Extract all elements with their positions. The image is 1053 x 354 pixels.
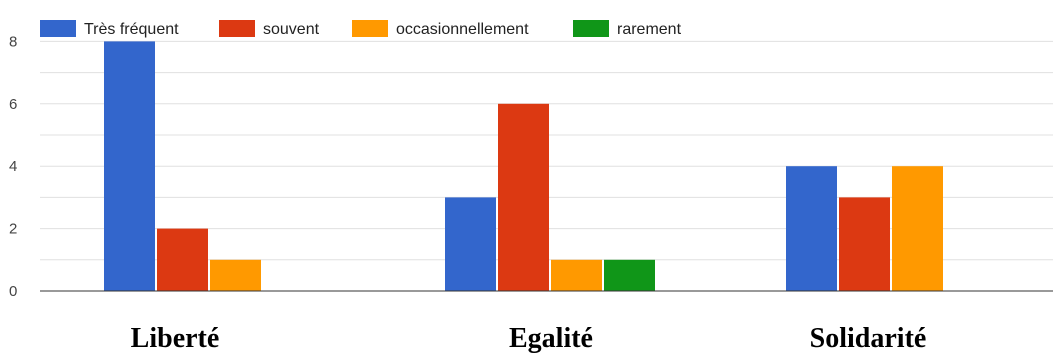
legend-swatch — [352, 20, 388, 37]
bar-liberte-series-2 — [210, 259, 261, 291]
bar-egalite-series-1 — [498, 103, 549, 291]
y-axis-tick-labels: 0 2 4 6 8 — [9, 33, 17, 300]
bar-egalite-series-3 — [604, 259, 655, 291]
legend-item: occasionnellement — [352, 20, 529, 38]
y-tick-label: 4 — [9, 158, 17, 175]
legend-swatch — [219, 20, 255, 37]
bar-egalite-series-0 — [445, 197, 496, 291]
y-tick-label: 2 — [9, 221, 17, 238]
y-tick-label: 8 — [9, 33, 17, 50]
y-tick-label: 0 — [9, 283, 17, 300]
bars — [104, 41, 943, 292]
bar-solidarite-series-1 — [839, 197, 890, 291]
legend-label: souvent — [263, 21, 320, 38]
legend-swatch — [573, 20, 609, 37]
category-label: Solidarité — [810, 323, 927, 354]
legend-label: rarement — [617, 21, 682, 38]
legend-item: Très fréquent — [40, 20, 179, 38]
legend: Très fréquent souvent occasionnellement rar… — [40, 20, 682, 38]
bar-solidarite-series-0 — [786, 166, 837, 291]
legend-swatch — [40, 20, 76, 37]
legend-item: souvent — [219, 20, 320, 38]
category-label: Egalité — [509, 323, 593, 354]
bar-solidarite-series-2 — [892, 166, 943, 291]
category-label: Liberté — [131, 323, 220, 354]
bar-liberte-series-0 — [104, 41, 155, 292]
bar-egalite-series-2 — [551, 259, 602, 291]
legend-label: occasionnellement — [396, 21, 529, 38]
legend-label: Très fréquent — [84, 21, 179, 38]
y-tick-label: 6 — [9, 96, 17, 113]
legend-item: rarement — [573, 20, 682, 38]
bar-liberte-series-1 — [157, 228, 208, 291]
category-labels: Liberté Egalité Solidarité — [131, 323, 927, 354]
